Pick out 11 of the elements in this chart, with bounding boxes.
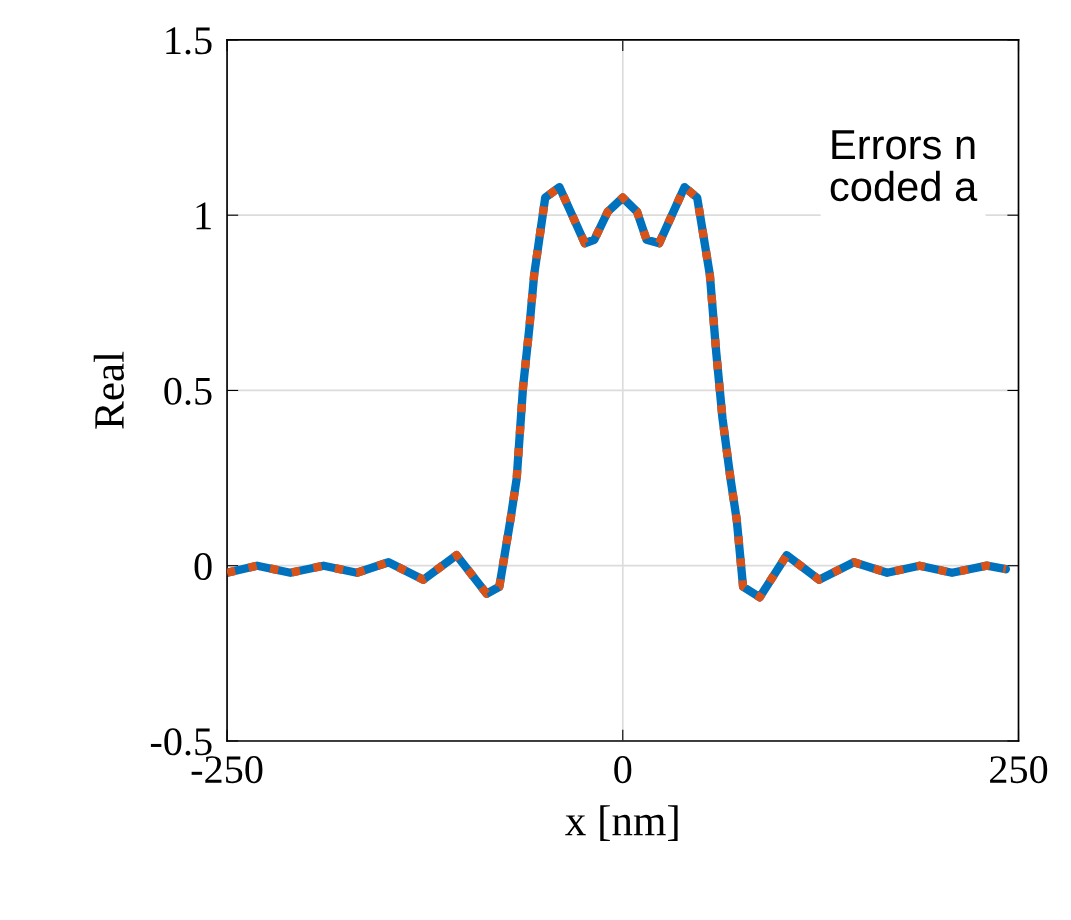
- annotation: Errors n coded a: [830, 130, 978, 202]
- y-tick-label: 0: [194, 552, 212, 581]
- y-tick-label: 0.5: [164, 377, 212, 405]
- y-tick-label: -0.5: [150, 728, 212, 756]
- x-tick-label: 0: [614, 756, 632, 784]
- y-tick-label: 1: [196, 202, 211, 230]
- x-tick-label: 250: [990, 756, 1048, 784]
- x-axis-title: x [nm]: [565, 805, 678, 841]
- y-axis-title: Real: [93, 351, 124, 429]
- x-tick-label: -250: [191, 756, 263, 784]
- y-tick-label: 1.5: [166, 27, 212, 55]
